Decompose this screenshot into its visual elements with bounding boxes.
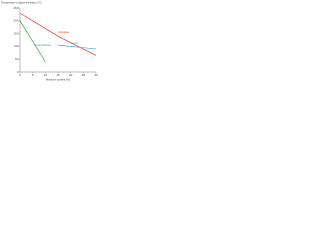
x-tick-label: 15: [56, 73, 60, 77]
y-tick-label: 150: [13, 31, 18, 35]
y-tick-label: 200: [13, 19, 18, 23]
x-tick-label: 5: [32, 73, 34, 77]
x-tick-label: 25: [82, 73, 86, 77]
series-label: Cellulose: [58, 30, 70, 34]
y-tick-label: 250: [13, 6, 18, 10]
y-tick-label: 50: [15, 57, 19, 61]
x-tick-label: 30: [94, 73, 98, 77]
series-label: Hemicellulose: [34, 43, 52, 47]
chart: Temperature of glass transition (°C) Moi…: [1, 1, 98, 82]
x-tick-label: 10: [44, 73, 48, 77]
y-axis-label: Temperature of glass transition (°C): [1, 1, 42, 5]
y-tick-label: 100: [13, 44, 18, 48]
series-line: [57, 44, 97, 50]
x-axis-label: Moisture content (%): [46, 78, 70, 82]
series-line: [19, 12, 97, 56]
x-tick-label: 20: [69, 73, 73, 77]
y-tick-label: 0: [17, 70, 19, 74]
series-label: Lignin: [71, 41, 79, 45]
x-tick-label: 0: [19, 73, 21, 77]
series-line: [19, 20, 46, 62]
